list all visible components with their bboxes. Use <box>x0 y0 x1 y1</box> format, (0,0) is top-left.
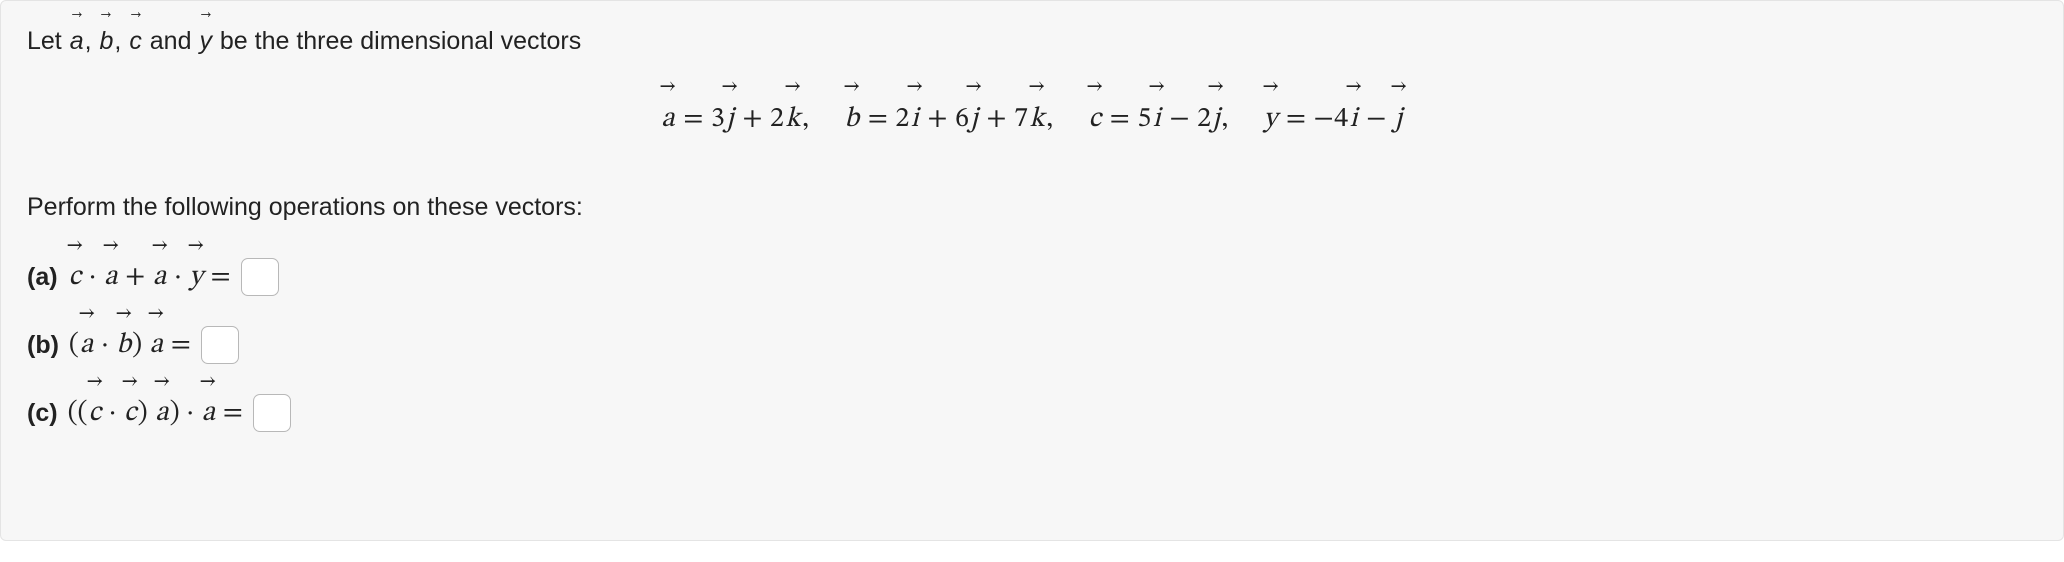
def-b-k: k <box>1029 101 1047 139</box>
vec-c: c <box>128 25 143 59</box>
qc-rp2: ) <box>170 399 180 427</box>
qa-expr: c · a + a · y = <box>68 260 231 295</box>
def-a-3: , <box>802 105 809 133</box>
answer-input-b[interactable] <box>201 326 239 364</box>
def-y-var: y <box>1263 101 1279 139</box>
def-b-2: + 6 <box>920 105 969 133</box>
qc-dlp: (( <box>68 399 88 427</box>
answer-input-c[interactable] <box>253 394 291 432</box>
qc-c2: c <box>123 396 138 431</box>
intro-text: Let a, b, c and y be the three dimension… <box>27 25 2037 59</box>
qc-c1: c <box>88 396 103 431</box>
qb-a1: a <box>79 328 94 363</box>
def-c-3: , <box>1221 105 1228 133</box>
qa-label: (a) <box>27 263 58 292</box>
perform-text: Perform the following operations on thes… <box>27 191 2037 225</box>
def-y-2: − <box>1359 105 1394 133</box>
def-y-1: = −4 <box>1279 105 1349 133</box>
answer-input-a[interactable] <box>241 258 279 296</box>
intro-suffix: be the three dimensional vectors <box>213 27 581 55</box>
sep-2: , <box>114 27 128 55</box>
def-y-j: j <box>1394 101 1404 139</box>
def-b-3: + 7 <box>979 105 1028 133</box>
def-a-1: = 3 <box>676 105 725 133</box>
qb-dot: · <box>94 331 115 359</box>
def-y-i: i <box>1349 101 1359 139</box>
qc-a1: a <box>154 396 169 431</box>
qb-label: (b) <box>27 331 59 360</box>
qa-plus: + <box>119 263 152 291</box>
qa-dot1: · <box>82 263 103 291</box>
def-c-var: c <box>1088 101 1103 139</box>
def-b-4: , <box>1046 105 1053 133</box>
qa-a1: a <box>103 260 118 295</box>
def-a-k: k <box>784 101 802 139</box>
def-b-i: i <box>910 101 920 139</box>
qa-a2: a <box>152 260 167 295</box>
vec-a: a <box>69 25 85 59</box>
qc-a2: a <box>201 396 216 431</box>
problem-panel: Let a, b, c and y be the three dimension… <box>0 0 2064 541</box>
def-c-1: = 5 <box>1103 105 1152 133</box>
question-b: (b) (a · b) a = <box>27 326 2037 364</box>
qb-a2: a <box>149 328 164 363</box>
sep-1: , <box>85 27 99 55</box>
intro-prefix: Let <box>27 27 69 55</box>
def-c-i: i <box>1152 101 1162 139</box>
def-c-2: − 2 <box>1162 105 1211 133</box>
qb-lp: ( <box>69 331 79 359</box>
def-a-var: a <box>660 101 676 139</box>
def-b-j: j <box>969 101 979 139</box>
vec-b: b <box>99 25 115 59</box>
qc-dot1: · <box>102 399 123 427</box>
qc-label: (c) <box>27 399 58 428</box>
def-c-j: j <box>1211 101 1221 139</box>
def-b-1: = 2 <box>861 105 910 133</box>
qb-expr: (a · b) a = <box>69 328 191 363</box>
vec-y: y <box>198 25 213 59</box>
intro-and: and <box>143 27 199 55</box>
qb-eq: = <box>164 331 191 359</box>
qa-eq: = <box>204 263 231 291</box>
qa-c: c <box>68 260 83 295</box>
qa-dot2: · <box>167 263 188 291</box>
qb-b: b <box>115 328 132 363</box>
def-b-var: b <box>843 101 860 139</box>
def-a-j: j <box>725 101 735 139</box>
qc-dot2: · <box>180 399 201 427</box>
qb-rp: ) <box>132 331 142 359</box>
qa-y: y <box>188 260 204 295</box>
qc-drp: ) <box>138 399 148 427</box>
qc-expr: ((c · c) a) · a = <box>68 396 243 431</box>
qc-eq: = <box>216 399 243 427</box>
def-a-2: + 2 <box>735 105 784 133</box>
question-a: (a) c · a + a · y = <box>27 258 2037 296</box>
vector-definitions: a = 3j + 2k,b = 2i + 6j + 7k,c = 5i − 2j… <box>27 101 2037 139</box>
question-c: (c) ((c · c) a) · a = <box>27 394 2037 432</box>
